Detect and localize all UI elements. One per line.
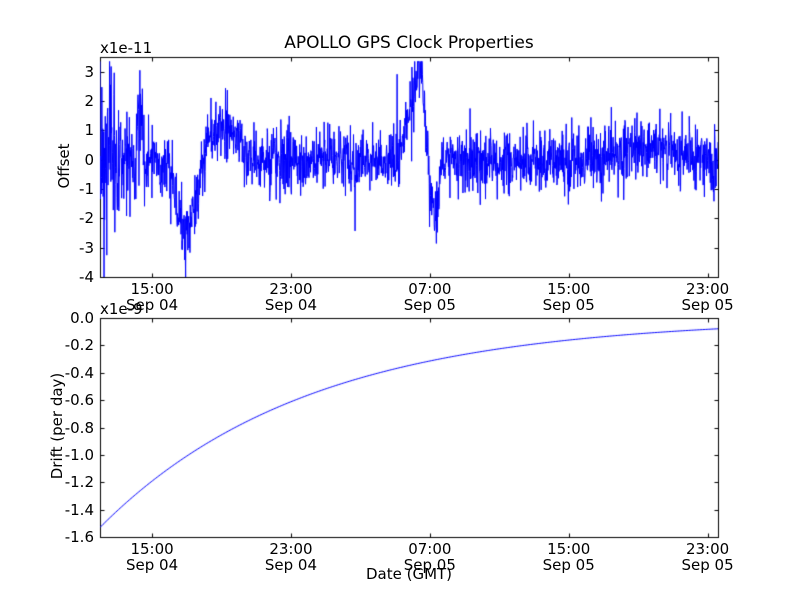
y-tick-label: -0.2: [64, 336, 94, 355]
y-tick-label: -2: [79, 209, 94, 228]
y-tick-label: -1.4: [64, 500, 94, 519]
y-tick-label: 3: [84, 62, 94, 81]
x-tick-label: 15:00 Sep 04: [126, 280, 179, 314]
y-tick-label: -1.0: [64, 445, 94, 464]
offset-scale-label: x1e-11: [100, 39, 153, 57]
x-tick-label: 15:00 Sep 05: [542, 540, 595, 574]
x-tick-label: 07:00 Sep 05: [403, 280, 456, 314]
y-tick-label: -3: [79, 238, 94, 257]
drift-scale-label: x1e-9: [100, 300, 143, 318]
x-tick-label: 15:00 Sep 05: [542, 280, 595, 314]
y-tick-label: -1.6: [64, 528, 94, 546]
y-tick-label: -4: [79, 268, 94, 286]
y-tick-label: -0.6: [64, 391, 94, 410]
x-tick-label: 15:00 Sep 04: [126, 540, 179, 574]
y-tick-label: -0.8: [64, 418, 94, 437]
date-axis-label: Date (GMT): [365, 565, 453, 583]
x-tick-label: 23:00 Sep 05: [681, 540, 734, 574]
y-tick-label: 0: [84, 150, 94, 169]
y-tick-label: 0.0: [70, 309, 94, 327]
y-tick-label: -1.2: [64, 473, 94, 492]
y-tick-label: -1: [79, 180, 94, 198]
x-tick-label: 07:00 Sep 05: [403, 540, 456, 574]
x-tick-label: 23:00 Sep 04: [264, 540, 318, 574]
y-tick-label: 1: [84, 121, 94, 140]
x-tick-label: 23:00 Sep 04: [264, 280, 318, 314]
y-tick-label: -0.4: [64, 363, 94, 382]
chart-title: APOLLO GPS Clock Properties: [284, 33, 534, 53]
y-tick-label: 2: [84, 92, 94, 110]
x-tick-label: 23:00 Sep 05: [681, 280, 734, 314]
